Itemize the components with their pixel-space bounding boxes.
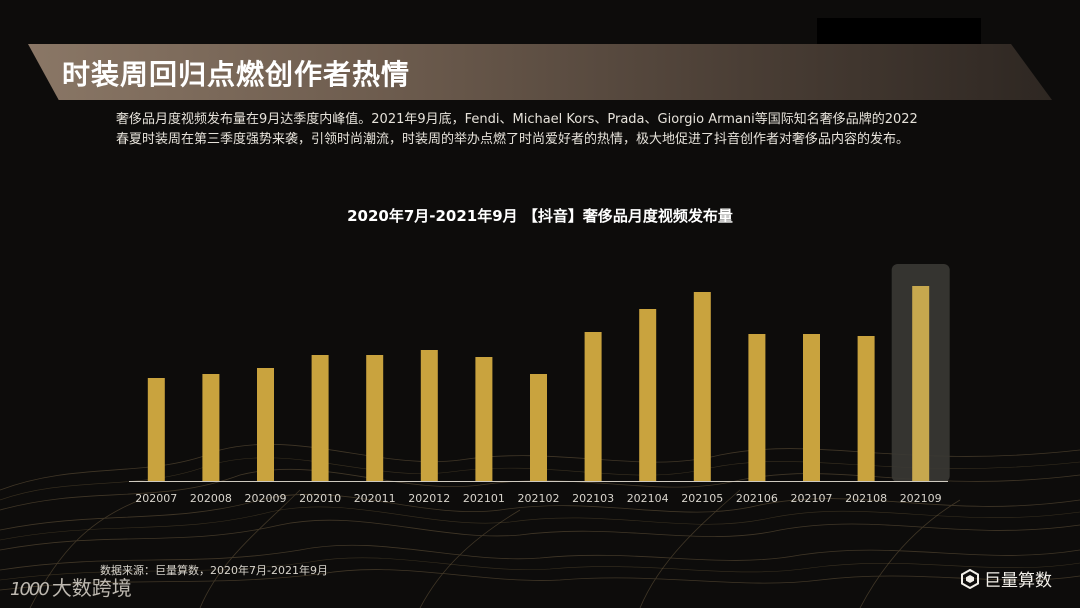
bar-202102 bbox=[530, 374, 547, 481]
terrain-background bbox=[0, 443, 1080, 608]
bar-202009 bbox=[257, 368, 274, 481]
bar-202109 bbox=[912, 286, 930, 481]
bar-202104 bbox=[639, 309, 657, 481]
x-tick-label: 202108 bbox=[845, 492, 887, 505]
logo-text: 大数跨境 bbox=[51, 576, 132, 600]
x-tick-label: 202107 bbox=[791, 492, 833, 505]
bar-202106 bbox=[748, 334, 766, 481]
x-tick-label: 202103 bbox=[572, 492, 614, 505]
description-line-2: 春夏时装周在第三季度强势来袭，引领时尚潮流，时装周的举办点燃了时尚爱好者的热情，… bbox=[116, 132, 910, 147]
bar-202107 bbox=[803, 334, 820, 481]
x-tick-label: 202009 bbox=[245, 492, 287, 505]
bar-202010 bbox=[311, 355, 329, 481]
x-tick-label: 202101 bbox=[463, 492, 505, 505]
x-tick-label: 202011 bbox=[354, 492, 396, 505]
description: 奢侈品月度视频发布量在9月达季度内峰值。2021年9月底，Fendi、Micha… bbox=[116, 110, 956, 150]
bar-202012 bbox=[420, 350, 438, 481]
redaction-box bbox=[817, 18, 981, 44]
juliang-logo: 巨量算数 bbox=[960, 566, 1052, 591]
chart-title: 2020年7月-2021年9月 【抖音】奢侈品月度视频发布量 bbox=[347, 207, 733, 225]
bar-202105 bbox=[693, 292, 711, 481]
x-tick-label: 202010 bbox=[299, 492, 341, 505]
x-tick-label: 202008 bbox=[190, 492, 232, 505]
logo-mark: 1000 bbox=[10, 579, 50, 600]
x-tick-label: 202007 bbox=[135, 492, 177, 505]
bar-202008 bbox=[202, 374, 220, 481]
bar-202108 bbox=[857, 336, 875, 481]
x-tick-label: 202102 bbox=[518, 492, 560, 505]
juliang-logo-icon bbox=[961, 568, 979, 589]
x-tick-label: 202105 bbox=[681, 492, 723, 505]
dashujiajing-logo: 1000 大数跨境 bbox=[10, 572, 132, 601]
bar-202103 bbox=[584, 332, 602, 481]
title-banner bbox=[28, 44, 1052, 100]
x-tick-label: 202012 bbox=[408, 492, 450, 505]
juliang-logo-text: 巨量算数 bbox=[984, 571, 1052, 591]
page-title: 时装周回归点燃创作者热情 bbox=[62, 58, 411, 91]
bar-202101 bbox=[475, 357, 493, 481]
bar-202011 bbox=[366, 355, 384, 481]
data-source: 数据来源：巨量算数，2020年7月-2021年9月 bbox=[100, 564, 328, 577]
x-tick-label: 202109 bbox=[900, 492, 942, 505]
bar-202007 bbox=[147, 378, 165, 481]
description-line-1: 奢侈品月度视频发布量在9月达季度内峰值。2021年9月底，Fendi、Micha… bbox=[116, 112, 918, 127]
x-tick-label: 202106 bbox=[736, 492, 778, 505]
x-tick-label: 202104 bbox=[627, 492, 669, 505]
